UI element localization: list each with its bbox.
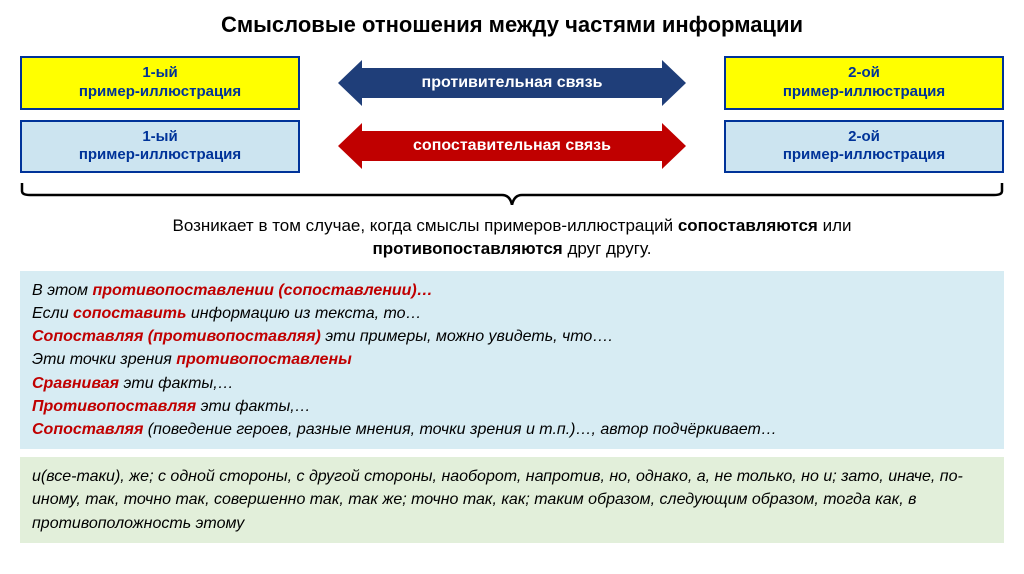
example-line: Сопоставляя (противопоставляя) эти приме…	[32, 325, 992, 348]
bracket	[20, 183, 1004, 205]
example-line: Сопоставляя (поведение героев, разные мн…	[32, 418, 992, 441]
example-line: Противопоставляя эти факты,…	[32, 395, 992, 418]
example-line: Если сопоставить информацию из текста, т…	[32, 302, 992, 325]
example-line: Сравнивая эти факты,…	[32, 372, 992, 395]
arrow-zone: сопоставительная связь	[300, 123, 724, 169]
relation-row: 1-ыйпример-иллюстрация сопоставительная с…	[20, 120, 1004, 174]
example-box-left: 1-ыйпример-иллюстрация	[20, 120, 300, 174]
connectives-panel: и(все-таки), же; с одной стороны, с друг…	[20, 457, 1004, 543]
example-line: Эти точки зрения противопоставлены	[32, 348, 992, 371]
arrow-zone: противительная связь	[300, 60, 724, 106]
relation-row: 1-ыйпример-иллюстрация противительная свя…	[20, 56, 1004, 110]
example-box-left: 1-ыйпример-иллюстрация	[20, 56, 300, 110]
example-box-right: 2-ойпример-иллюстрация	[724, 56, 1004, 110]
examples-panel: В этом противопоставлении (сопоставлении…	[20, 271, 1004, 449]
example-line: В этом противопоставлении (сопоставлении…	[32, 279, 992, 302]
arrow-label: противительная связь	[362, 68, 662, 98]
arrow-label: сопоставительная связь	[362, 131, 662, 161]
example-box-right: 2-ойпример-иллюстрация	[724, 120, 1004, 174]
page-title: Смысловые отношения между частями информ…	[20, 12, 1004, 38]
description: Возникает в том случае, когда смыслы при…	[20, 215, 1004, 261]
